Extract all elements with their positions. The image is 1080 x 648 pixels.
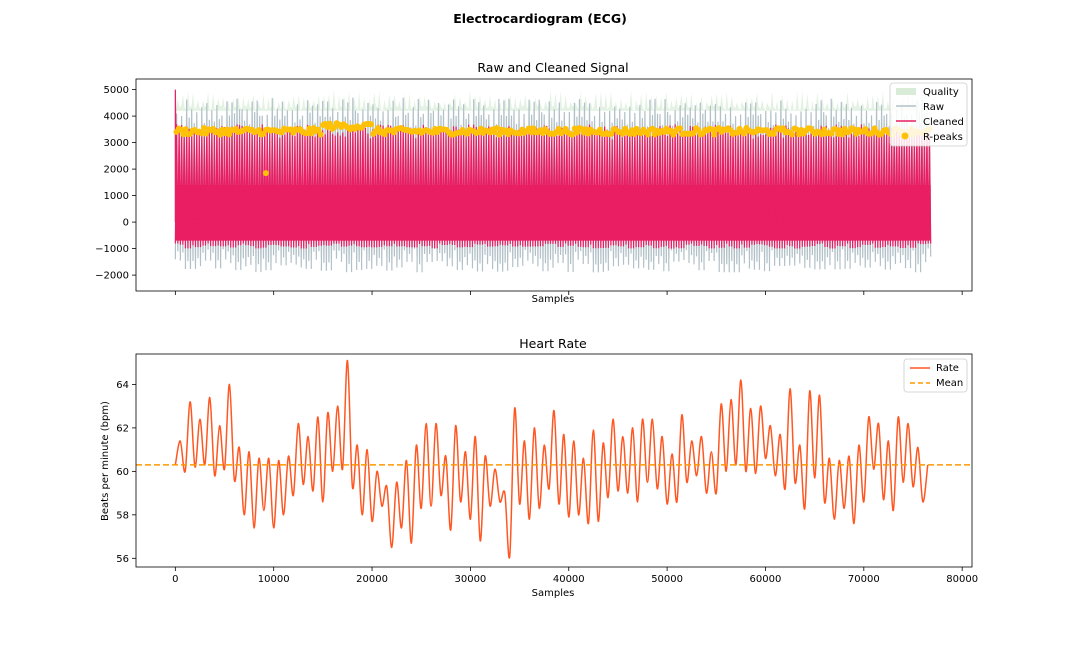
rpeak-point [645, 131, 652, 138]
heart-rate-title: Heart Rate [519, 336, 587, 351]
rpeak-point [317, 131, 324, 138]
rpeak-point [182, 126, 189, 133]
rpeak-point [368, 121, 375, 128]
rpeak-point [569, 131, 576, 138]
y-tick-label: 1000 [104, 191, 129, 202]
rpeak-point [574, 129, 581, 136]
rpeak-point [306, 125, 313, 132]
rpeak-point [789, 131, 796, 138]
legend-rpeaks-swatch [901, 132, 909, 140]
heart-rate-legend: Rate Mean [903, 358, 968, 393]
raw-cleaned-series [173, 89, 933, 273]
rpeak-point [770, 130, 777, 137]
rpeak-point [262, 170, 269, 177]
y-tick-label: 0 [123, 218, 129, 229]
raw-cleaned-chart: Raw and Cleaned Signal −2000 −1000 0 1000 20… [95, 60, 973, 305]
rpeak-point [690, 129, 697, 136]
rpeak-point [839, 131, 846, 138]
cleaned-signal-line [174, 89, 932, 249]
rpeak-point [180, 131, 187, 138]
legend-mean-label: Mean [936, 378, 963, 389]
y-tick-label: 56 [116, 554, 129, 565]
heart-rate-plot-area [136, 359, 972, 559]
legend-rpeaks-label: R-peaks [923, 132, 963, 143]
rpeak-point [869, 129, 876, 136]
x-tick-label: 80000 [946, 574, 978, 585]
heart-rate-ticks: 0 10000 20000 30000 40000 50000 60000 70000 8000… [116, 380, 978, 585]
rpeak-point [709, 126, 716, 133]
rpeaks-group [173, 120, 933, 177]
rpeak-point [677, 125, 684, 132]
legend-rate-label: Rate [936, 363, 959, 374]
rpeak-point [608, 130, 615, 137]
rpeak-point [200, 125, 207, 132]
x-tick-label: 10000 [258, 574, 290, 585]
x-tick-label: 50000 [651, 574, 683, 585]
raw-cleaned-xlabel: Samples [532, 294, 575, 305]
legend-cleaned-label: Cleaned [923, 117, 964, 128]
x-tick-label: 40000 [553, 574, 585, 585]
rpeak-point [496, 131, 503, 138]
raw-cleaned-frame [135, 78, 973, 292]
rpeak-point [832, 126, 839, 133]
rpeak-point [255, 127, 262, 134]
rpeak-point [178, 126, 185, 133]
y-tick-label: 4000 [104, 112, 129, 123]
y-tick-label: 58 [116, 510, 129, 521]
rpeak-point [216, 131, 223, 138]
rpeak-point [493, 125, 500, 132]
heart-rate-ylabel: Beats per minute (bpm) [100, 401, 111, 521]
rpeak-point [649, 125, 656, 132]
x-tick-label: 70000 [848, 574, 880, 585]
heart-rate-frame [135, 353, 973, 568]
rpeak-point [303, 130, 310, 137]
rpeak-point [631, 130, 638, 137]
y-tick-label: 3000 [104, 138, 129, 149]
legend-quality-label: Quality [923, 87, 959, 98]
raw-cleaned-legend: Quality Raw Cleaned R-peaks [889, 82, 968, 147]
y-tick-label: 64 [116, 380, 129, 391]
rate-line [174, 359, 929, 559]
y-tick-label: −2000 [95, 271, 129, 282]
raw-cleaned-plot-area [173, 89, 933, 273]
y-tick-label: −1000 [95, 244, 129, 255]
rpeak-point [793, 126, 800, 133]
figure-title: Electrocardiogram (ECG) [453, 11, 627, 26]
quality-band [175, 89, 931, 111]
y-tick-label: 62 [116, 423, 129, 434]
x-tick-label: 30000 [454, 574, 486, 585]
rpeak-point [198, 130, 205, 137]
rpeak-point [818, 131, 825, 138]
rpeak-point [308, 130, 315, 137]
raw-cleaned-title: Raw and Cleaned Signal [477, 60, 628, 75]
rpeak-point [619, 130, 626, 137]
legend-quality-swatch [896, 88, 916, 95]
y-tick-label: 5000 [104, 85, 129, 96]
rpeak-point [741, 130, 748, 137]
rpeak-point [315, 126, 322, 133]
heart-rate-chart: Heart Rate 0 10000 20000 30000 40000 50000 600… [100, 336, 978, 599]
legend-box [889, 82, 968, 147]
rpeak-point [326, 120, 333, 127]
rpeak-point [711, 131, 718, 138]
y-tick-label: 60 [116, 467, 129, 478]
rpeak-point [223, 126, 230, 133]
y-tick-label: 2000 [104, 165, 129, 176]
x-tick-label: 0 [172, 574, 178, 585]
heart-rate-xlabel: Samples [532, 588, 575, 599]
legend-raw-label: Raw [923, 102, 944, 113]
x-tick-label: 20000 [356, 574, 388, 585]
raw-cleaned-ticks: −2000 −1000 0 1000 2000 3000 4000 5000 [95, 85, 963, 295]
x-tick-label: 60000 [750, 574, 782, 585]
